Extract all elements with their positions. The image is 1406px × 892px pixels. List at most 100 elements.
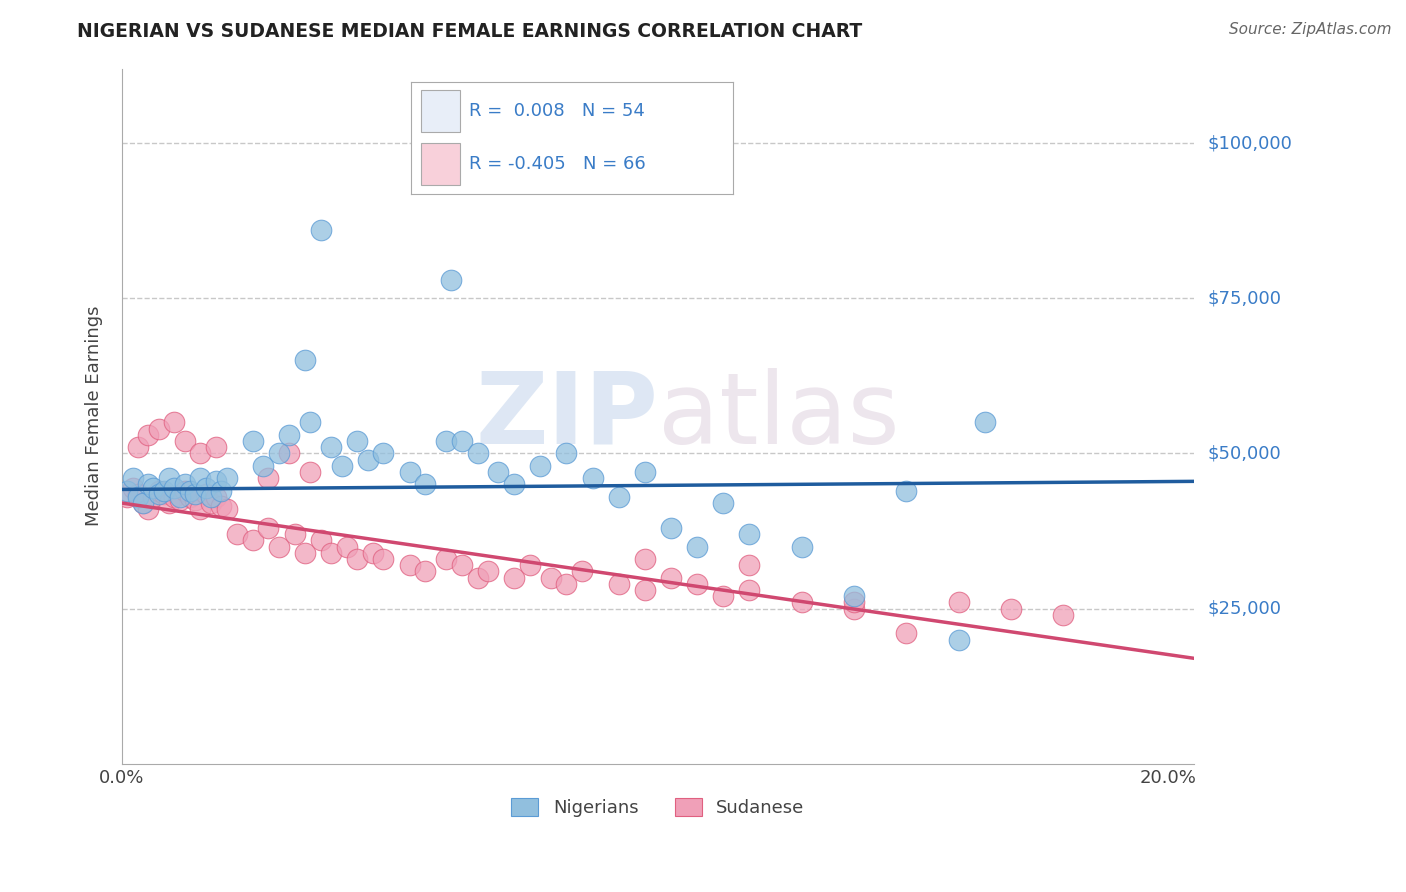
Point <box>200 496 222 510</box>
Point <box>121 481 143 495</box>
Point <box>634 465 657 479</box>
Point <box>127 440 149 454</box>
Point <box>440 272 463 286</box>
Point <box>257 471 280 485</box>
Point <box>451 558 474 573</box>
Point <box>117 490 139 504</box>
Point <box>205 490 228 504</box>
Point <box>157 496 180 510</box>
Point <box>321 546 343 560</box>
Point <box>148 421 170 435</box>
Point <box>136 427 159 442</box>
Legend: Nigerians, Sudanese: Nigerians, Sudanese <box>505 790 811 824</box>
Point <box>209 499 232 513</box>
Point <box>121 471 143 485</box>
Point <box>711 496 734 510</box>
Point <box>142 481 165 495</box>
Point <box>434 434 457 448</box>
Point <box>267 446 290 460</box>
Point <box>127 490 149 504</box>
Point <box>634 552 657 566</box>
Point <box>163 481 186 495</box>
Point <box>659 571 682 585</box>
Point <box>157 471 180 485</box>
Point <box>163 490 186 504</box>
Point <box>153 483 176 498</box>
Point <box>842 601 865 615</box>
Point <box>267 540 290 554</box>
Point <box>299 465 322 479</box>
Point <box>467 571 489 585</box>
Point <box>299 416 322 430</box>
Point <box>309 533 332 548</box>
Point <box>607 490 630 504</box>
Point <box>357 452 380 467</box>
Point <box>555 576 578 591</box>
Point <box>738 582 761 597</box>
Point <box>413 477 436 491</box>
Point <box>503 477 526 491</box>
Point <box>169 493 191 508</box>
Point <box>153 487 176 501</box>
Text: NIGERIAN VS SUDANESE MEDIAN FEMALE EARNINGS CORRELATION CHART: NIGERIAN VS SUDANESE MEDIAN FEMALE EARNI… <box>77 22 862 41</box>
Point <box>215 502 238 516</box>
Point <box>336 540 359 554</box>
Point <box>205 475 228 489</box>
Point <box>434 552 457 566</box>
Point <box>790 595 813 609</box>
Point <box>1052 607 1074 622</box>
Text: ZIP: ZIP <box>475 368 658 465</box>
Text: atlas: atlas <box>658 368 900 465</box>
Point <box>190 446 212 460</box>
Point <box>194 481 217 495</box>
Point <box>205 440 228 454</box>
Point <box>169 490 191 504</box>
Point <box>1000 601 1022 615</box>
Point <box>309 223 332 237</box>
Point <box>529 458 551 473</box>
Point <box>503 571 526 585</box>
Point <box>136 502 159 516</box>
Point <box>163 416 186 430</box>
Point <box>284 527 307 541</box>
Point <box>790 540 813 554</box>
Point <box>555 446 578 460</box>
Point <box>346 434 368 448</box>
Point <box>173 483 195 498</box>
Point <box>257 521 280 535</box>
Point <box>242 533 264 548</box>
Point <box>634 582 657 597</box>
Point <box>242 434 264 448</box>
Point <box>127 487 149 501</box>
Point <box>321 440 343 454</box>
Point <box>278 427 301 442</box>
Point <box>278 446 301 460</box>
Point <box>686 540 709 554</box>
Point <box>173 434 195 448</box>
Point <box>136 477 159 491</box>
Point <box>373 446 395 460</box>
Point <box>398 558 420 573</box>
Point <box>738 527 761 541</box>
Point <box>451 434 474 448</box>
Point <box>686 576 709 591</box>
Point <box>398 465 420 479</box>
Text: $50,000: $50,000 <box>1208 444 1281 462</box>
Point <box>330 458 353 473</box>
Point <box>607 576 630 591</box>
Point <box>361 546 384 560</box>
Point <box>226 527 249 541</box>
Point <box>142 490 165 504</box>
Point <box>179 490 201 504</box>
Point <box>467 446 489 460</box>
Text: Source: ZipAtlas.com: Source: ZipAtlas.com <box>1229 22 1392 37</box>
Text: $100,000: $100,000 <box>1208 134 1292 152</box>
Point <box>540 571 562 585</box>
Point <box>184 493 207 508</box>
Point <box>842 595 865 609</box>
Text: $75,000: $75,000 <box>1208 289 1282 307</box>
Point <box>413 565 436 579</box>
Point <box>148 483 170 498</box>
Point <box>184 487 207 501</box>
Point <box>215 471 238 485</box>
